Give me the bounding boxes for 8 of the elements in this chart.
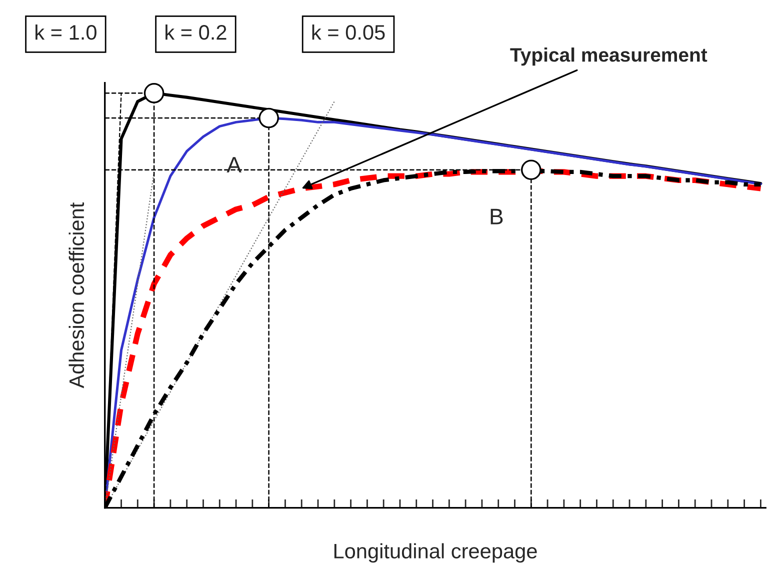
x-axis-title: Longitudinal creepage: [334, 543, 537, 563]
text: k = 0.2: [166, 24, 226, 40]
text: Typical measurement: [510, 48, 708, 66]
annotation: A: [226, 157, 242, 172]
text: k = 0.05: [312, 24, 385, 40]
y-axis-title: Adhesion coefficient: [68, 202, 84, 388]
annotation: B: [490, 208, 503, 224]
text: k = 1.0: [36, 24, 96, 40]
